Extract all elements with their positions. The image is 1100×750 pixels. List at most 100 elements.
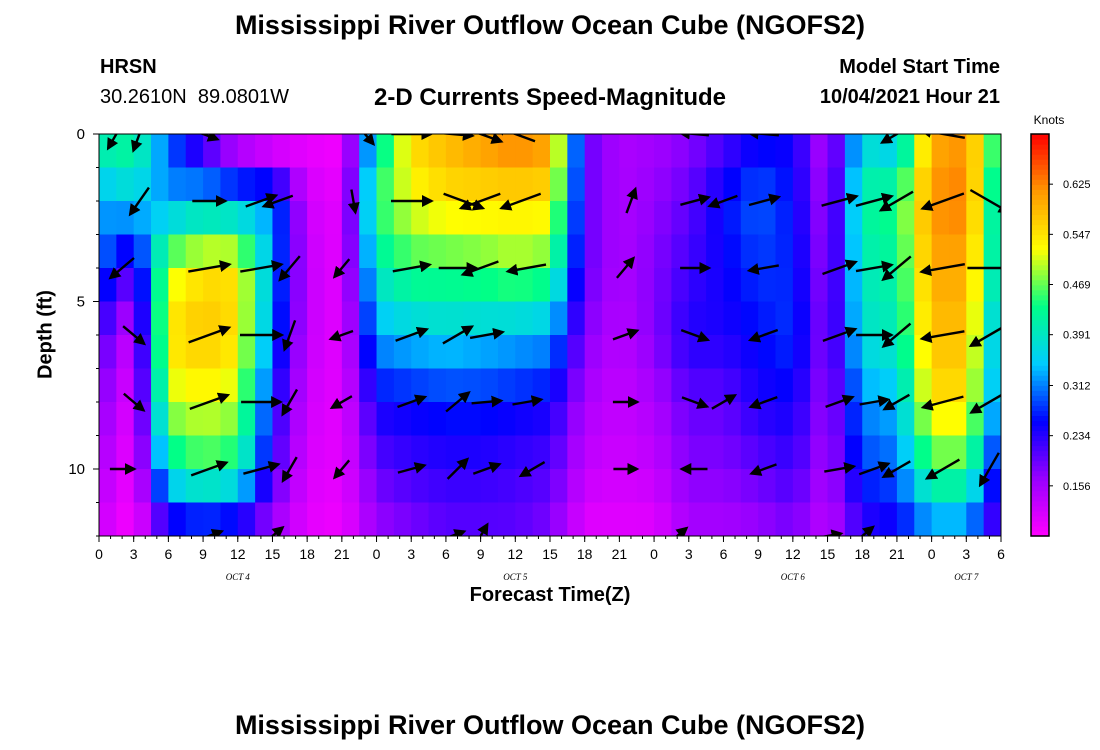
heatmap-cell (532, 201, 551, 236)
heatmap-cell (411, 268, 430, 303)
heatmap-cell (463, 167, 482, 202)
heatmap-cell (619, 469, 638, 504)
colorbar-step (1031, 340, 1049, 346)
heatmap-cell (341, 502, 360, 536)
colorbar-step (1031, 229, 1049, 236)
colorbar-step (1031, 415, 1049, 422)
heatmap-cell (983, 402, 1001, 437)
heatmap-cell (740, 167, 759, 202)
x-tick-label: 0 (373, 546, 381, 562)
heatmap-cell (636, 402, 655, 437)
heatmap-cell (359, 435, 378, 470)
current-vector-arrow (919, 330, 965, 343)
heatmap-cell (740, 368, 759, 403)
colorbar-step (1031, 319, 1049, 326)
heatmap-cell (636, 502, 655, 536)
heatmap-cell (428, 268, 447, 303)
heatmap-cell (706, 402, 725, 437)
heatmap-cell (289, 234, 308, 269)
heatmap-cell (584, 368, 603, 403)
heatmap-cell (428, 402, 447, 437)
heatmap-cell (324, 268, 343, 303)
colorbar-step (1031, 445, 1049, 452)
heatmap-cell (185, 167, 204, 202)
heatmap-cell (532, 301, 551, 336)
current-vector-arrow (822, 259, 858, 276)
heatmap-cell (758, 435, 777, 470)
colorbar-step (1031, 450, 1049, 457)
x-tick-label: 9 (199, 546, 207, 562)
heatmap-cell (740, 502, 759, 536)
heatmap-cell (393, 134, 412, 169)
current-vector-arrow (392, 260, 433, 273)
current-vector-arrow (448, 529, 467, 536)
heatmap-cell (341, 234, 360, 269)
heatmap-cell (185, 234, 204, 269)
colorbar-step (1031, 209, 1049, 216)
current-vector-arrow (919, 134, 966, 139)
heatmap-cell (550, 335, 568, 370)
heatmap-cell (775, 268, 794, 303)
heatmap-cell (324, 134, 343, 169)
heatmap-cell (810, 335, 829, 370)
heatmap-cell (827, 402, 846, 437)
heatmap-cell (532, 368, 551, 403)
heatmap-cell (463, 234, 482, 269)
colorbar-step (1031, 400, 1049, 406)
heatmap-cell (671, 201, 690, 236)
x-tick-label: 9 (754, 546, 762, 562)
heatmap-cell (983, 301, 1001, 336)
station-coords: 30.2610N 89.0801W (100, 86, 290, 108)
colorbar-step (1031, 335, 1049, 341)
heatmap-cell (758, 234, 777, 269)
heatmap-cell (480, 234, 499, 269)
heatmap-cell (775, 402, 794, 437)
heatmap-cell (810, 502, 829, 536)
heatmap-cell (307, 435, 326, 470)
heatmap-cell (550, 402, 568, 437)
heatmap-cell (688, 402, 707, 437)
heatmap-cell (203, 201, 222, 236)
heatmap-cell (168, 268, 187, 303)
heatmap-cell (914, 502, 933, 536)
heatmap-cell (445, 234, 464, 269)
heatmap-cell (966, 469, 985, 504)
heatmap-cell (324, 201, 343, 236)
heatmap-cell (896, 502, 915, 536)
heatmap-cell (567, 435, 586, 470)
heatmap-cell (914, 301, 933, 336)
heatmap-cell (480, 435, 499, 470)
heatmap-cell (376, 402, 395, 437)
heatmap-cell (324, 301, 343, 336)
heatmap-cell (584, 134, 603, 169)
heatmap-cell (116, 268, 135, 303)
heatmap-cell (168, 368, 187, 403)
heatmap-cell (445, 402, 464, 437)
heatmap-cell (706, 368, 725, 403)
colorbar-step (1031, 309, 1049, 316)
heatmap-cell (810, 469, 829, 504)
colorbar-step (1031, 144, 1049, 150)
heatmap-cell (723, 402, 742, 437)
heatmap-cell (359, 402, 378, 437)
heatmap-cell (948, 134, 967, 169)
heatmap-cell (99, 167, 117, 202)
current-vector-arrow (278, 255, 301, 282)
heatmap-cell (862, 167, 881, 202)
heatmap-cell (463, 368, 482, 403)
heatmap-cell (584, 201, 603, 236)
heatmap-cell (862, 502, 881, 536)
heatmap-cell (723, 201, 742, 236)
heatmap-cell (307, 502, 326, 536)
colorbar-step (1031, 395, 1049, 401)
heatmap-cell (307, 268, 326, 303)
heatmap-cell (497, 134, 516, 169)
heatmap-cell (948, 435, 967, 470)
heatmap-cell (602, 234, 620, 269)
heatmap-cell (671, 435, 690, 470)
heatmap-cell (654, 268, 673, 303)
heatmap-cell (255, 368, 274, 403)
x-tick-label: 18 (299, 546, 315, 562)
heatmap-cell (445, 167, 464, 202)
heatmap-cell (654, 435, 673, 470)
